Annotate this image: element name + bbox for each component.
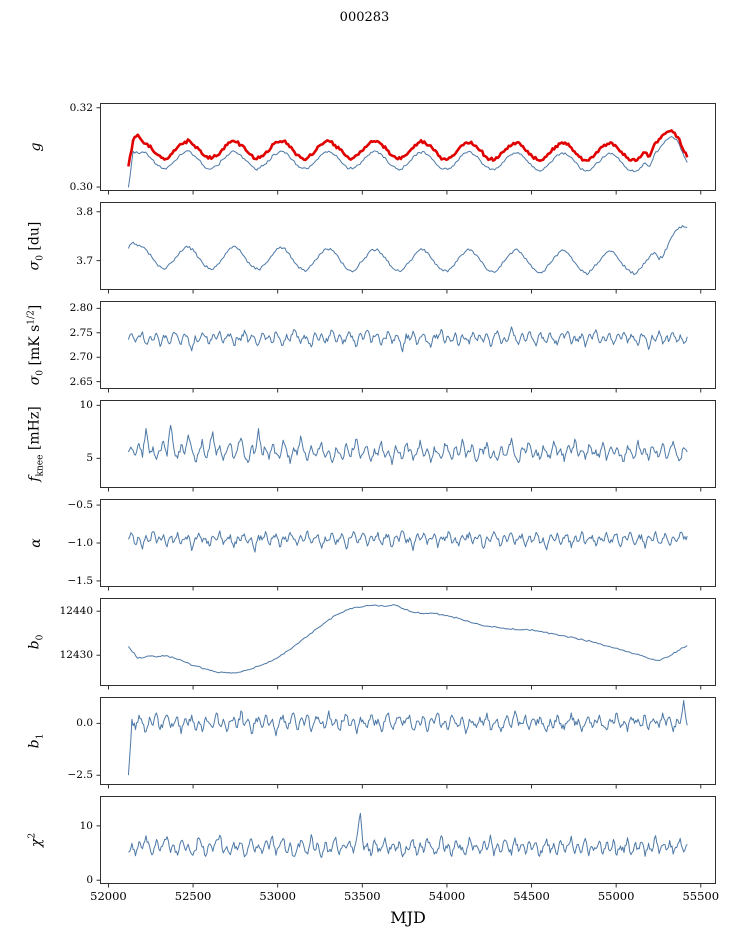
x-tick-labels: 52000 52500 53000 53500 54000 54500 55000 55500: [90, 889, 719, 905]
x-axis-title: MJD: [390, 908, 426, 927]
axes-frame: [100, 796, 716, 884]
y-axis-label-part: b: [26, 739, 43, 749]
series-sigma0-du: [127, 225, 688, 276]
y-tick-label: 10: [79, 819, 93, 832]
plot-area: [96, 301, 716, 393]
y-axis-label: fknee [mHz]: [27, 406, 46, 481]
panel-alpha: α −1.5 −1.0 −0.5: [28, 499, 716, 591]
axes-frame: [100, 103, 716, 191]
series-g-model: [127, 129, 689, 167]
series-fknee: [127, 424, 688, 466]
y-axis-label-part: 1: [35, 733, 46, 740]
axes-frame: [100, 598, 716, 686]
y-tick-label: 2.65: [69, 375, 93, 388]
y-tick-label: 0: [86, 874, 93, 887]
plot-area: [96, 598, 716, 690]
x-tick-label: 52500: [174, 889, 212, 903]
plot-area: [96, 400, 716, 492]
axes-frame: [100, 499, 716, 587]
x-tick-label: 54500: [513, 889, 550, 903]
plot-area: [96, 796, 716, 888]
x-tick-label: 53000: [259, 889, 296, 903]
series-chi2: [128, 812, 688, 858]
axes-frame: [100, 697, 716, 785]
y-tick-label: 10: [79, 399, 93, 412]
y-axis-label-part: [mHz]: [26, 406, 43, 455]
y-tick-label: 0.0: [76, 717, 93, 730]
y-tick-label: 12440: [59, 605, 93, 618]
panel-b0: b0 12430 12440: [27, 598, 716, 690]
y-tick-label: 3.8: [76, 205, 93, 218]
panel-fknee: fknee [mHz] 5 10: [27, 399, 716, 492]
y-axis-label-part: 0: [35, 634, 46, 641]
y-tick-label: 3.7: [76, 254, 93, 267]
y-tick-label: −0.5: [67, 499, 94, 512]
axes-frame: [100, 301, 716, 389]
y-tick-label: −2.5: [67, 769, 94, 782]
series-alpha: [127, 530, 688, 553]
y-axis-label-part: χ: [28, 838, 45, 848]
plot-area: [96, 202, 716, 294]
x-tick-label: 53500: [344, 889, 381, 903]
panel-b1: b1 −2.5 0.0: [27, 697, 716, 789]
series-sigma0-mks: [127, 326, 688, 353]
y-tick-label: 0.30: [69, 181, 93, 194]
y-axis-label-part: g: [28, 142, 44, 152]
x-tick-label: 52000: [90, 889, 127, 903]
x-tick-label: 54000: [428, 889, 466, 903]
axes-frame: [100, 202, 716, 290]
panel-chi2: χ2 0 10: [28, 796, 716, 888]
plot-area: [96, 103, 716, 195]
y-tick-label: 2.70: [69, 351, 93, 364]
axes-frame: [100, 400, 716, 488]
figure-title: 000283: [339, 10, 390, 25]
panel-sigma0-mks: σ0 [mK s1/2] 2.65 2.70 2.75 2.80: [26, 301, 716, 393]
y-tick-label: −1.0: [67, 537, 94, 549]
plot-area: [96, 499, 716, 591]
y-tick-label: −1.5: [67, 574, 94, 587]
y-tick-label: 0.32: [69, 101, 93, 114]
x-tick-label: 55000: [597, 889, 635, 903]
plot-area: [96, 697, 716, 789]
y-axis-label-part: 1/2: [26, 310, 37, 325]
x-tick-label: 55500: [682, 889, 720, 903]
y-tick-label: 2.75: [69, 326, 93, 339]
y-axis-label-part: 2: [27, 832, 38, 839]
y-axis-label: b1: [27, 734, 46, 749]
y-axis-label-part: f: [26, 476, 43, 482]
panel-sigma0-du: σ0 [du] 3.7 3.8: [27, 202, 716, 294]
series-b1: [127, 700, 688, 776]
y-tick-label: 12430: [59, 649, 93, 662]
y-axis-label: b0: [27, 635, 46, 650]
y-axis-label: χ2: [28, 833, 45, 847]
series-g-raw: [127, 136, 688, 188]
y-axis-label: σ0 [mK s1/2]: [26, 305, 45, 386]
y-tick-label: 5: [86, 452, 93, 465]
y-tick-label: 2.80: [69, 302, 93, 315]
y-axis-label-part: [du]: [26, 221, 43, 256]
panel-g: g 0.30 0.32: [28, 102, 716, 195]
y-axis-label: g: [28, 143, 44, 152]
series-b0: [128, 604, 688, 674]
